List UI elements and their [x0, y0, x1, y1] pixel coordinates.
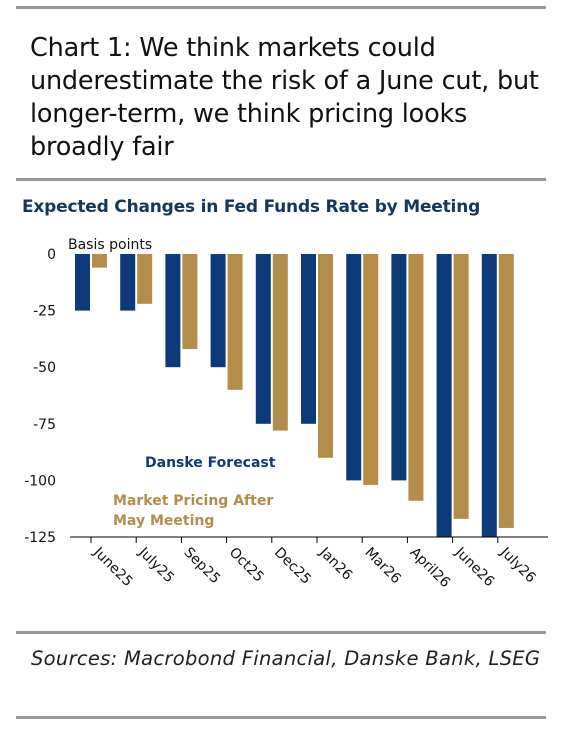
y-axis-ticks: 0 -25 -50 -75 -100 -125 [24, 247, 56, 546]
bar-danske-july25 [120, 254, 136, 311]
bar-market-june25 [92, 254, 107, 268]
chart-headline: Chart 1: We think markets could underest… [30, 33, 539, 162]
y-axis-label: Basis points [68, 237, 152, 253]
bottom-rule [16, 716, 546, 719]
x-tick-label: June26 [451, 544, 497, 590]
x-axis-ticks: June25 July25 Sep25 Oct25 Dec25 Jan26 Mar26 Apr… [89, 537, 539, 592]
bars [75, 254, 514, 537]
headline-rule [16, 178, 546, 181]
bar-danske-dec25 [255, 254, 271, 424]
x-tick-label: Sep25 [181, 545, 224, 588]
legend-market-pricing: Market Pricing After May Meeting [113, 493, 273, 529]
y-tick-label: -125 [24, 530, 56, 546]
x-tick-label: Oct25 [226, 545, 267, 586]
bar-market-sep25 [182, 254, 198, 350]
bar-market-jan26 [318, 254, 333, 458]
x-tick-label: July25 [135, 544, 177, 586]
bar-market-mar26 [363, 254, 379, 485]
bar-market-april26 [408, 254, 424, 501]
bar-chart: Basis points 0-25-50-75-100-125 June25 Ju… [24, 237, 548, 592]
bar-market-july26 [498, 254, 514, 528]
bar-danske-june25 [75, 254, 90, 311]
bar-market-june26 [453, 254, 469, 519]
y-tick-label: 0 [47, 247, 56, 263]
x-tick-label: June25 [89, 544, 135, 590]
x-tick-label: Jan26 [315, 544, 355, 584]
top-rule [16, 6, 546, 9]
y-tick-label: -75 [33, 417, 56, 433]
x-tick-label: April26 [407, 545, 454, 592]
bar-danske-oct25 [210, 254, 226, 368]
bar-market-july25 [137, 254, 153, 304]
bar-danske-jan26 [301, 254, 316, 424]
sources-note: Sources: Macrobond Financial, Danske Ban… [31, 647, 541, 670]
bar-danske-april26 [391, 254, 407, 481]
x-tick-label: Dec25 [271, 545, 314, 588]
bar-danske-june26 [436, 254, 452, 537]
bar-market-dec25 [272, 254, 288, 431]
bar-danske-july26 [481, 254, 497, 537]
bar-market-oct25 [227, 254, 243, 390]
x-tick-label: Mar26 [361, 545, 404, 588]
bar-danske-sep25 [165, 254, 181, 368]
bar-danske-mar26 [346, 254, 362, 481]
sources-rule [16, 631, 546, 634]
y-tick-label: -25 [33, 304, 56, 320]
chart-title: Expected Changes in Fed Funds Rate by Me… [22, 197, 481, 217]
legend-danske-forecast: Danske Forecast [145, 455, 276, 471]
x-tick-label: July26 [496, 544, 538, 586]
y-tick-label: -50 [33, 360, 56, 376]
y-tick-label: -100 [24, 473, 56, 489]
